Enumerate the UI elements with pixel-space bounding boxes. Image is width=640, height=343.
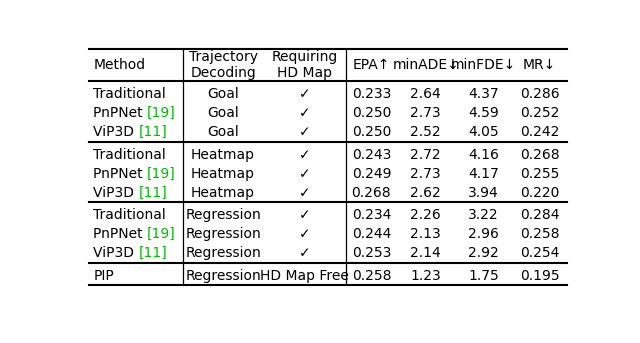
Text: 0.252: 0.252 [520,106,559,120]
Text: minADE↓: minADE↓ [392,58,459,72]
Text: Heatmap: Heatmap [191,148,255,162]
Text: 0.250: 0.250 [352,125,391,139]
Text: MR↓: MR↓ [523,58,556,72]
Text: Requiring
HD Map: Requiring HD Map [271,50,338,80]
Text: Goal: Goal [207,106,239,120]
Text: [11]: [11] [138,186,167,200]
Text: PnPNet: PnPNet [93,227,147,241]
Text: 1.75: 1.75 [468,269,499,283]
Text: 0.242: 0.242 [520,125,559,139]
Text: 0.284: 0.284 [520,209,559,222]
Text: Regression: Regression [185,227,261,241]
Text: 0.244: 0.244 [352,227,391,241]
Text: 4.37: 4.37 [468,87,499,102]
Text: Heatmap: Heatmap [191,186,255,200]
Text: Regression: Regression [185,269,261,283]
Text: PnPNet: PnPNet [93,106,147,120]
Text: 4.16: 4.16 [468,148,499,162]
Text: 3.22: 3.22 [468,209,499,222]
Text: ✓: ✓ [299,106,310,120]
Text: ✓: ✓ [299,227,310,241]
Text: 0.258: 0.258 [351,269,391,283]
Text: 3.94: 3.94 [468,186,499,200]
Text: Traditional: Traditional [93,148,166,162]
Text: 2.26: 2.26 [410,209,441,222]
Text: Goal: Goal [207,125,239,139]
Text: Regression: Regression [185,246,261,260]
Text: Traditional: Traditional [93,209,166,222]
Text: ViP3D: ViP3D [93,186,138,200]
Text: 0.268: 0.268 [351,186,391,200]
Text: Traditional: Traditional [93,87,166,102]
Text: 4.59: 4.59 [468,106,499,120]
Text: Heatmap: Heatmap [191,167,255,181]
Text: PnPNet: PnPNet [93,167,147,181]
Text: 0.234: 0.234 [352,209,391,222]
Text: EPA↑: EPA↑ [353,58,390,72]
Text: ✓: ✓ [299,148,310,162]
Text: [11]: [11] [138,246,167,260]
Text: ViP3D: ViP3D [93,246,138,260]
Text: ✓: ✓ [299,209,310,222]
Text: 0.195: 0.195 [520,269,559,283]
Text: 0.254: 0.254 [520,246,559,260]
Text: 2.62: 2.62 [410,186,441,200]
Text: ✓: ✓ [299,125,310,139]
Text: 0.243: 0.243 [352,148,391,162]
Text: 4.05: 4.05 [468,125,499,139]
Text: Regression: Regression [185,209,261,222]
Text: [19]: [19] [147,106,176,120]
Text: [19]: [19] [147,167,176,181]
Text: 0.253: 0.253 [352,246,391,260]
Text: Trajectory
Decoding: Trajectory Decoding [189,50,258,80]
Text: 0.250: 0.250 [352,106,391,120]
Text: 2.52: 2.52 [410,125,441,139]
Text: PIP: PIP [93,269,114,283]
Text: 2.64: 2.64 [410,87,441,102]
Text: 0.233: 0.233 [352,87,391,102]
Text: 2.13: 2.13 [410,227,441,241]
Text: Method: Method [93,58,145,72]
Text: ViP3D: ViP3D [93,125,138,139]
Text: ✓: ✓ [299,167,310,181]
Text: ✓: ✓ [299,246,310,260]
Text: 4.17: 4.17 [468,167,499,181]
Text: 2.96: 2.96 [468,227,499,241]
Text: 2.72: 2.72 [410,148,441,162]
Text: ✓: ✓ [299,87,310,102]
Text: 2.73: 2.73 [410,106,441,120]
Text: 1.23: 1.23 [410,269,441,283]
Text: Goal: Goal [207,87,239,102]
Text: [19]: [19] [147,227,176,241]
Text: 0.286: 0.286 [520,87,559,102]
Text: 0.220: 0.220 [520,186,559,200]
Text: 2.73: 2.73 [410,167,441,181]
Text: 2.14: 2.14 [410,246,441,260]
Text: HD Map Free: HD Map Free [260,269,349,283]
Text: 0.249: 0.249 [351,167,391,181]
Text: minFDE↓: minFDE↓ [451,58,516,72]
Text: 0.268: 0.268 [520,148,559,162]
Text: 2.92: 2.92 [468,246,499,260]
Text: 0.255: 0.255 [520,167,559,181]
Text: [11]: [11] [138,125,167,139]
Text: ✓: ✓ [299,186,310,200]
Text: 0.258: 0.258 [520,227,559,241]
